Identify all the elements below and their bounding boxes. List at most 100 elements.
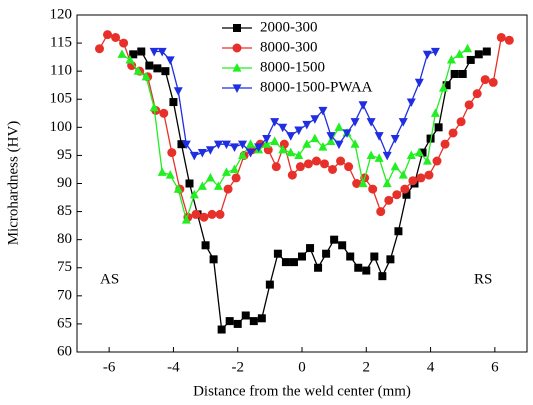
marker: [450, 69, 459, 78]
marker: [334, 122, 344, 131]
marker: [422, 156, 432, 165]
marker: [430, 108, 440, 117]
marker: [246, 149, 256, 158]
legend-label: 8000-300: [260, 39, 318, 55]
marker: [217, 325, 226, 334]
x-tick-label: 0: [298, 359, 306, 375]
marker: [318, 106, 328, 116]
marker: [434, 123, 443, 132]
marker: [328, 164, 338, 174]
marker: [358, 101, 368, 110]
marker: [488, 77, 498, 87]
marker: [197, 181, 207, 190]
marker: [125, 54, 135, 64]
x-tick-label: -4: [167, 359, 180, 375]
marker: [149, 47, 159, 57]
marker: [384, 195, 394, 205]
marker: [446, 54, 456, 64]
marker: [320, 159, 329, 169]
marker: [281, 258, 290, 267]
marker: [374, 153, 384, 162]
marker: [406, 150, 416, 160]
marker: [215, 209, 225, 219]
marker: [376, 207, 386, 217]
marker: [167, 148, 177, 158]
marker: [129, 50, 138, 59]
marker: [400, 184, 410, 194]
marker: [238, 140, 248, 150]
marker: [408, 176, 418, 186]
legend-marker: [232, 63, 242, 72]
marker: [103, 30, 113, 40]
marker: [213, 181, 223, 190]
marker: [344, 162, 354, 172]
marker: [223, 184, 233, 194]
marker: [458, 69, 467, 78]
marker: [322, 249, 331, 258]
marker: [137, 47, 146, 56]
marker: [432, 156, 442, 166]
marker: [173, 87, 183, 96]
marker: [398, 118, 408, 127]
marker: [213, 140, 223, 150]
y-tick-label: 120: [50, 6, 73, 22]
marker: [504, 35, 514, 45]
marker: [221, 140, 231, 150]
x-axis-label: Distance from the weld center (mm): [193, 383, 411, 399]
marker: [464, 100, 474, 110]
marker: [390, 161, 400, 171]
legend-label: 8000-1500: [260, 59, 325, 75]
marker: [418, 148, 427, 157]
marker: [287, 170, 297, 180]
marker: [173, 184, 183, 193]
marker: [386, 255, 395, 264]
marker: [362, 266, 371, 275]
marker: [382, 151, 392, 161]
marker: [189, 189, 199, 199]
marker: [472, 89, 482, 99]
marker: [416, 173, 426, 183]
marker: [422, 50, 432, 60]
marker: [111, 32, 121, 42]
marker: [201, 241, 210, 250]
marker: [394, 227, 403, 236]
marker: [207, 209, 217, 219]
marker: [294, 150, 304, 160]
marker: [342, 129, 352, 138]
x-tick-label: 6: [491, 359, 499, 375]
legend-marker: [232, 43, 242, 53]
x-tick-label: -6: [103, 359, 116, 375]
marker: [302, 120, 312, 130]
marker: [298, 252, 306, 261]
marker: [398, 170, 408, 179]
marker: [350, 139, 360, 148]
marker: [205, 146, 215, 155]
marker: [246, 139, 256, 148]
marker: [189, 151, 199, 161]
marker: [354, 263, 363, 272]
marker: [455, 49, 464, 58]
marker: [181, 140, 191, 150]
marker: [199, 212, 209, 222]
marker: [463, 43, 473, 53]
legend-marker: [232, 84, 242, 93]
marker: [466, 55, 475, 64]
marker: [480, 75, 490, 85]
marker: [278, 123, 288, 133]
marker: [225, 317, 234, 326]
marker: [346, 252, 355, 261]
marker: [205, 172, 215, 182]
marker: [262, 134, 272, 144]
marker: [249, 317, 258, 326]
marker: [414, 78, 424, 88]
marker: [424, 170, 434, 180]
marker: [273, 249, 282, 258]
marker: [295, 162, 305, 172]
marker: [231, 173, 241, 183]
marker: [352, 179, 362, 188]
marker: [221, 167, 231, 176]
marker: [191, 209, 201, 219]
annotation: RS: [474, 271, 492, 287]
legend-marker: [233, 24, 241, 32]
